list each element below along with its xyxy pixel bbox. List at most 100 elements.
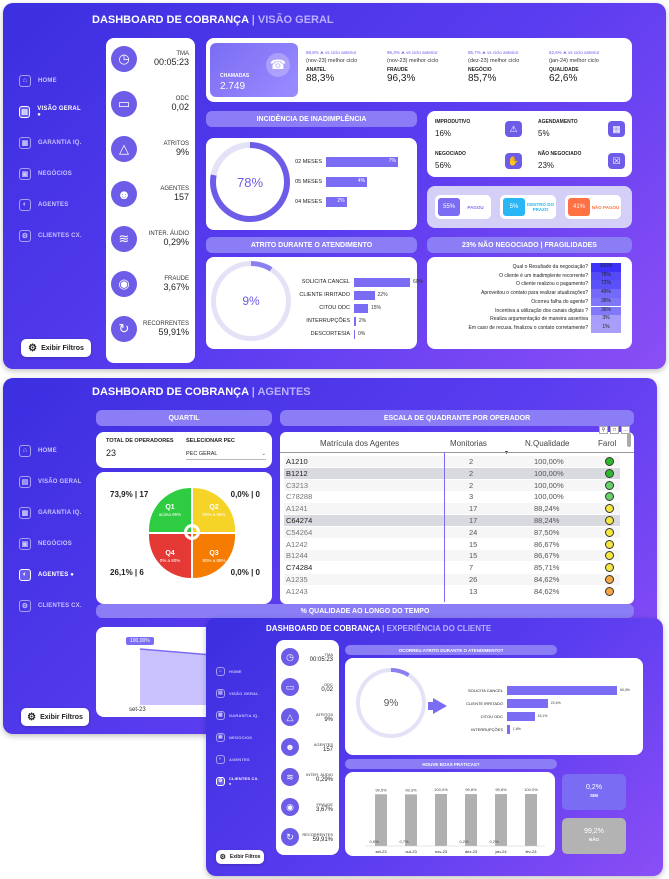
sidebar-item-label: AGENTES — [38, 201, 69, 208]
sidebar-item-4[interactable]: ◐ AGENTES — [3, 189, 83, 220]
kpi-icon: ≋ — [281, 768, 299, 786]
status-icon: ▦ — [608, 121, 625, 137]
sidebar-item-5[interactable]: ⚙ CLIENTES CX. — [3, 590, 83, 621]
bar — [354, 290, 375, 300]
bar-value: 22,4% — [550, 701, 561, 705]
bar-value: 2% — [358, 318, 367, 324]
more-icon[interactable]: … — [621, 426, 630, 434]
bar — [375, 794, 387, 846]
kpi-icon: ▭ — [281, 678, 299, 696]
quadrant-q3[interactable]: Q3 80% a 85% — [193, 534, 235, 578]
table-row[interactable]: A1235 26 84,62% — [284, 574, 620, 585]
sidebar-item-label: HOME — [38, 77, 57, 84]
farol-indicator — [605, 575, 614, 584]
sidebar-item-3[interactable]: ▣ NEGÓCIOS — [3, 528, 83, 559]
bar-label: INTERRUPÇÕES — [471, 726, 503, 732]
bar — [507, 685, 617, 695]
table-row[interactable]: A1241 17 88,24% — [284, 503, 620, 515]
page-title: DASHBOARD DE COBRANÇA | AGENTES — [92, 386, 311, 398]
sidebar-item-5[interactable]: ⚙ CLIENTES CX. ● — [206, 770, 262, 792]
x-tick-label: fev-24 — [525, 849, 537, 854]
quartil-card: 73,9% | 17 0,0% | 0 26,1% | 6 0,0% | 0 Q… — [96, 472, 272, 604]
table-row[interactable]: C78288 3 100,00% — [284, 491, 620, 503]
sidebar-item-label: CLIENTES CX. ● — [228, 776, 259, 786]
bar — [507, 698, 548, 708]
table-row[interactable]: C64274 17 88,24% — [284, 515, 620, 526]
payment-label: NÃO PAGOU — [591, 204, 620, 210]
headset-icon: ◐ — [19, 568, 31, 581]
sidebar-item-2[interactable]: ▦ GARANTIA IQ. — [3, 497, 83, 528]
sidebar-item-3[interactable]: ▣ NEGÓCIOS — [206, 726, 262, 748]
column-header[interactable]: Farol — [598, 439, 617, 448]
fragilidade-value: 78% — [591, 271, 621, 281]
column-header[interactable]: Matrícula dos Agentes — [320, 439, 400, 448]
chamadas-value: 2.749 — [220, 81, 246, 92]
column-header[interactable]: N.Qualidade — [525, 439, 570, 448]
kpi-value: 3,67% — [163, 282, 189, 292]
farol-indicator — [605, 457, 614, 466]
quadrant-name: Q3 — [209, 549, 219, 557]
table-row[interactable]: C54264 24 87,50% — [284, 526, 620, 538]
sidebar-item-0[interactable]: ⌂ HOME — [3, 435, 83, 466]
atrito-ring: 9% — [211, 261, 291, 341]
show-filters-button[interactable]: ⚙ Exibir Filtros — [21, 708, 89, 726]
fragilidade-value: 100% — [591, 263, 621, 272]
agent-id: C78288 — [286, 492, 313, 502]
quadrant-q4[interactable]: Q4 0% a 80% — [149, 534, 191, 578]
filter-icon[interactable]: ⚲ — [599, 426, 608, 434]
kpi-item: △ ATRITOS 9% — [281, 708, 333, 726]
table-row[interactable]: A1242 15 86,67% — [284, 538, 620, 550]
table-row[interactable]: C74284 7 85,71% — [284, 562, 620, 574]
bar-row: INTERRUPÇÕES 2% — [292, 315, 366, 327]
sidebar-item-label: HOME — [229, 668, 242, 674]
qualidade-value: 86,67% — [534, 551, 560, 561]
sidebar-item-2[interactable]: ▦ GARANTIA IQ. — [206, 704, 262, 726]
monitorias-value: 3 — [469, 492, 474, 502]
kpi-label: RECORRENTES — [142, 321, 189, 327]
sidebar-item-0[interactable]: ⌂ HOME — [206, 660, 262, 682]
kpi-label: AGENTES — [160, 186, 189, 192]
sidebar-item-1[interactable]: ▤ VISÃO GERAL ● — [3, 96, 83, 127]
bar — [354, 316, 356, 326]
nao-tile: 99,2% NÃO — [562, 818, 626, 854]
sidebar-item-4[interactable]: ◐ AGENTES — [206, 748, 262, 770]
payment-tile: 5% DENTRO DO PRAZO — [500, 195, 556, 219]
sidebar-item-3[interactable]: ▣ NEGÓCIOS — [3, 158, 83, 189]
bar-row: SOLICITA CANCEL 60% — [292, 276, 423, 288]
quadrant-center-icon — [184, 524, 200, 540]
sidebar-item-4[interactable]: ◐ AGENTES ● — [3, 559, 83, 590]
bar-label: SOLICITA CANCEL — [301, 279, 350, 285]
focus-icon[interactable]: □ — [610, 426, 619, 434]
bar-value: 0% — [358, 331, 366, 337]
column-header[interactable]: Monitorias — [450, 439, 487, 448]
table-row[interactable]: B1212 2 100,00% — [284, 467, 620, 479]
show-filters-button[interactable]: ⚙ Exibir Filtros — [216, 850, 264, 864]
table-row[interactable]: A1210 2 100,00% — [284, 456, 620, 467]
inadimplencia-card: 78% 02 MESES 7% 05 MESES 4% 04 MESES 2% — [206, 138, 417, 230]
sidebar-item-1[interactable]: ▤ VISÃO GERAL — [3, 466, 83, 497]
sidebar-item-5[interactable]: ⚙ CLIENTES CX. — [3, 220, 83, 251]
kpi-label: TMA — [176, 51, 189, 57]
agent-id: A1243 — [286, 586, 308, 596]
table-row[interactable]: A1243 13 84,62% — [284, 585, 620, 597]
x-tick-label: set-23 — [375, 849, 387, 854]
quadrant-q2[interactable]: Q2 85% a 95% — [193, 488, 235, 532]
cycle-label: NEGÓCIO — [468, 67, 492, 73]
show-filters-button[interactable]: ⚙ Exibir Filtros — [21, 339, 91, 357]
table-row[interactable]: C3213 2 100,00% — [284, 479, 620, 491]
quadrant-q1[interactable]: Q1 acima 95% — [149, 488, 191, 532]
kpi-value: 0,29% — [315, 776, 333, 783]
fragilidade-value: 1% — [591, 323, 621, 333]
scrollbar[interactable] — [627, 433, 631, 447]
farol-indicator — [605, 504, 614, 514]
table-row[interactable]: B1244 15 86,67% — [284, 550, 620, 562]
bar-bottom-label: 0,2% — [489, 839, 499, 844]
bar-bottom-label: 0,7% — [399, 839, 409, 844]
sidebar-item-1[interactable]: ▤ VISÃO GERAL — [206, 682, 262, 704]
fragilidade-value: 72% — [591, 280, 621, 290]
sidebar-item-0[interactable]: ⌂ HOME — [3, 65, 83, 96]
pec-select[interactable]: PEC GERAL ⌄ — [186, 448, 266, 460]
sidebar-item-2[interactable]: ▦ GARANTIA IQ. — [3, 127, 83, 158]
fragilidade-question: O cliente é um inadimplente recorrente? — [499, 272, 588, 279]
agent-id: A1241 — [286, 504, 308, 514]
